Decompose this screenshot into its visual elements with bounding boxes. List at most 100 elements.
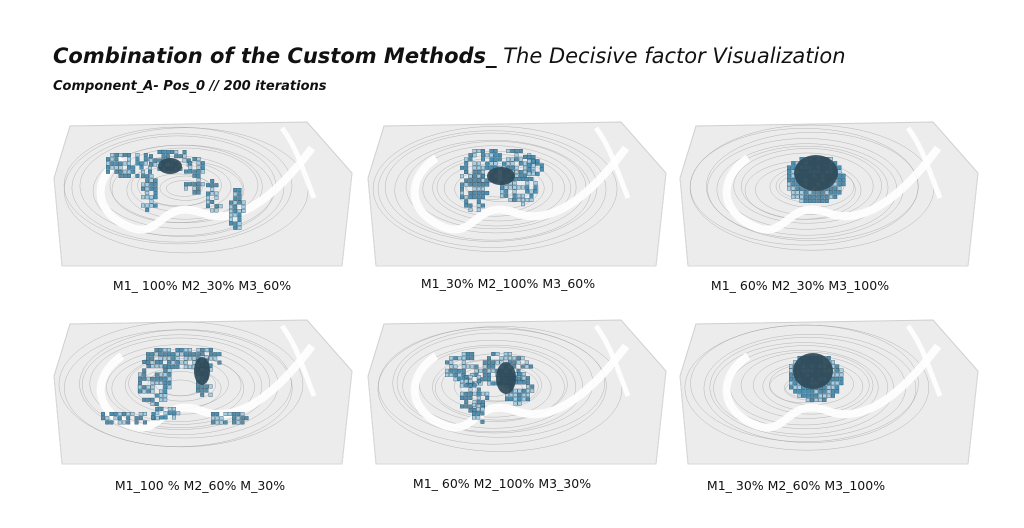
voxel-cell xyxy=(468,375,473,379)
voxel-cell xyxy=(489,161,494,166)
voxel-cell xyxy=(237,200,242,205)
voxel-cell xyxy=(476,203,481,208)
voxel-cell xyxy=(149,203,154,208)
voxel-cell xyxy=(142,368,147,373)
voxel-cell xyxy=(472,182,477,187)
voxel-cell xyxy=(223,420,228,425)
voxel-cell xyxy=(805,398,810,402)
voxel-cell xyxy=(135,174,140,178)
voxel-cell xyxy=(808,190,812,195)
voxel-cell xyxy=(174,150,179,154)
voxel-cell xyxy=(506,157,511,162)
voxel-cell xyxy=(539,167,544,172)
voxel-cell xyxy=(525,177,530,181)
voxel-cell xyxy=(142,360,147,364)
voxel-cell xyxy=(149,182,154,187)
voxel-cell xyxy=(517,380,522,385)
voxel-cell xyxy=(535,171,540,176)
voxel-cell xyxy=(464,396,469,400)
voxel-cell xyxy=(113,412,118,416)
voxel-cell xyxy=(468,408,473,413)
voxel-cell xyxy=(841,178,846,182)
voxel-cell xyxy=(188,165,193,170)
voxel-cell xyxy=(219,420,224,425)
voxel-cell xyxy=(803,190,808,195)
contour-line xyxy=(377,326,623,452)
voxel-cell xyxy=(122,420,126,425)
voxel-cell xyxy=(155,416,160,421)
voxel-cell xyxy=(472,383,477,388)
voxel-cell xyxy=(167,356,171,361)
voxel-cell xyxy=(449,356,454,361)
voxel-cell xyxy=(167,385,172,390)
voxel-cell xyxy=(468,387,473,392)
voxel-cell xyxy=(211,412,215,416)
voxel-cell xyxy=(505,397,509,402)
voxel-cell xyxy=(810,398,814,402)
voxel-cell xyxy=(206,204,210,209)
terrain-panel-6 xyxy=(678,316,979,466)
voxel-cell xyxy=(481,186,485,191)
voxel-cell xyxy=(229,217,233,222)
voxel-cell xyxy=(481,391,485,396)
voxel-cell xyxy=(159,360,163,364)
voxel-cell xyxy=(200,352,205,357)
voxel-cell xyxy=(512,198,517,202)
voxel-cell xyxy=(146,385,151,390)
contour-line xyxy=(713,342,894,435)
voxel-cell xyxy=(509,397,514,402)
voxel-cell xyxy=(122,412,126,416)
voxel-cell xyxy=(476,415,481,420)
voxel-cell xyxy=(204,355,209,359)
voxel-cell xyxy=(150,364,155,369)
voxel-cell xyxy=(145,191,150,195)
voxel-cell xyxy=(110,165,115,170)
terrain-visualization-2 xyxy=(367,121,667,267)
voxel-cell xyxy=(491,352,496,356)
voxel-cell xyxy=(196,161,201,166)
voxel-cell xyxy=(457,368,462,373)
voxel-cell xyxy=(179,348,184,352)
voxel-cell xyxy=(184,182,188,187)
voxel-cell xyxy=(182,158,187,163)
voxel-cell xyxy=(791,194,796,199)
voxel-cell xyxy=(527,159,532,164)
voxel-cell xyxy=(143,420,147,425)
voxel-cell xyxy=(514,157,519,162)
voxel-cell xyxy=(131,165,136,170)
voxel-cell xyxy=(521,185,525,190)
voxel-cell xyxy=(106,161,110,166)
voxel-cell xyxy=(192,169,197,174)
voxel-cell xyxy=(215,420,220,425)
voxel-cell xyxy=(460,182,464,187)
voxel-cell xyxy=(464,161,469,166)
voxel-cell xyxy=(526,397,530,402)
voxel-cell xyxy=(213,356,218,361)
voxel-cell xyxy=(200,384,205,389)
voxel-cell xyxy=(143,412,147,416)
voxel-cell xyxy=(820,190,825,195)
voxel-cell xyxy=(508,356,512,361)
voxel-core xyxy=(793,353,833,389)
voxel-cell xyxy=(114,165,119,170)
voxel-cell xyxy=(143,153,148,157)
voxel-cell xyxy=(200,161,205,166)
voxel-cell xyxy=(472,415,476,420)
voxel-cell xyxy=(521,372,526,376)
voxel-cell xyxy=(155,411,160,416)
voxel-cell xyxy=(154,402,159,406)
voxel-cell xyxy=(799,199,804,203)
ridge-path xyxy=(279,126,317,199)
voxel-cell xyxy=(171,360,176,365)
voxel-cell xyxy=(521,193,525,198)
voxel-cell xyxy=(233,188,238,192)
voxel-cell xyxy=(163,364,168,369)
voxel-core xyxy=(158,158,182,174)
voxel-cell xyxy=(481,170,485,174)
voxel-cell xyxy=(167,381,172,385)
voxel-cell xyxy=(472,149,477,153)
voxel-cell xyxy=(472,161,477,166)
voxel-cell xyxy=(206,200,210,204)
voxel-cell xyxy=(214,191,219,196)
voxel-cell xyxy=(497,157,502,162)
